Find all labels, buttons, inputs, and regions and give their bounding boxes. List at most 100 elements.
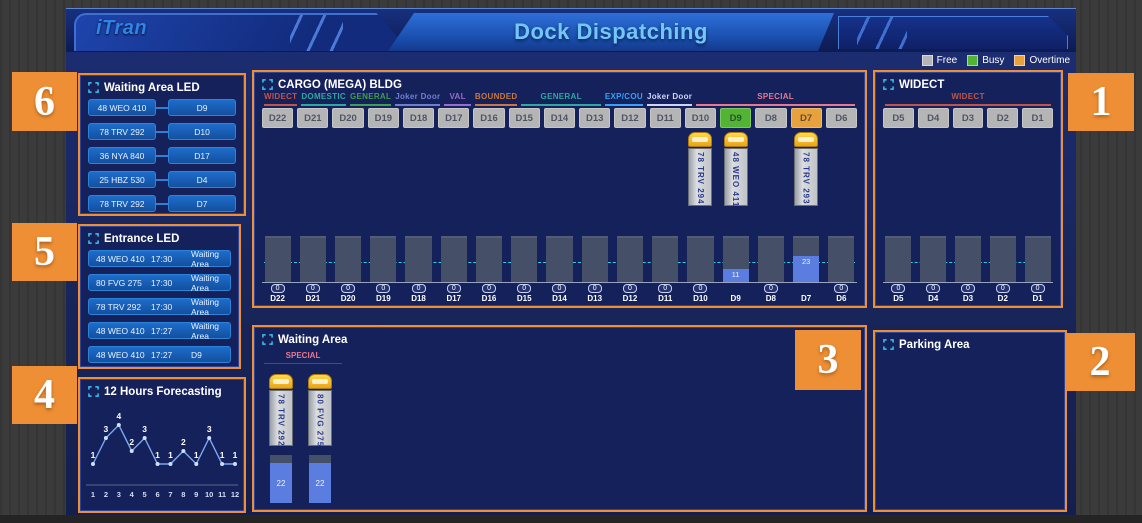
queue-count-badge: 0 (1030, 284, 1045, 293)
dock-id-label: D14 (552, 294, 567, 303)
queue-slot-d11 (650, 236, 681, 282)
dock-label-cell: 0 D13 (579, 284, 610, 303)
dock-button-d16[interactable]: D16 (473, 108, 505, 128)
dock-button-d13[interactable]: D13 (579, 108, 611, 128)
dock-label-cell: 0 D2 (987, 284, 1018, 303)
truck[interactable]: 48 WEO 411 (723, 132, 748, 207)
dock-id-label: D6 (836, 294, 847, 303)
queue-count-badge: 0 (517, 284, 532, 293)
truck-slot-d22 (262, 128, 293, 236)
dock-button-d9[interactable]: D9 (720, 108, 752, 128)
legend-label: Busy (982, 55, 1005, 66)
queue-count-badge: 0 (446, 284, 461, 293)
dock-button-d3[interactable]: D3 (952, 108, 984, 128)
queue-column (546, 236, 573, 282)
arrival-time: 17:27 (151, 325, 173, 336)
dock-category-joker-door: Joker Door (646, 92, 693, 106)
panel-title: Waiting Area LED (80, 75, 244, 95)
svg-text:1: 1 (194, 450, 199, 460)
panel-title-label: WIDECT (899, 78, 945, 91)
truck[interactable]: 80 FVG 275 (308, 374, 332, 448)
dock-label-cell: D9 (720, 284, 751, 303)
queue-column: 11 (722, 236, 749, 282)
dock-id-label: D4 (928, 294, 939, 303)
dock-button-d19[interactable]: D19 (367, 108, 399, 128)
entrance-led-row: 48 WEO 410 17:27 Waiting Area (88, 320, 231, 341)
truck-plate-led: 36 NYA 840 (88, 147, 156, 164)
dock-button-d12[interactable]: D12 (614, 108, 646, 128)
dock-button-d10[interactable]: D10 (684, 108, 717, 128)
dock-button-d11[interactable]: D11 (649, 108, 681, 128)
dock-button-d6[interactable]: D6 (825, 108, 857, 128)
queue-column (475, 236, 503, 282)
dock-button-d7[interactable]: D7 (790, 108, 822, 128)
svg-text:2: 2 (181, 437, 186, 447)
dock-button-d5[interactable]: D5 (883, 108, 914, 128)
waiting-led-row: 36 NYA 840 D17 (88, 147, 236, 164)
dock-button-d8[interactable]: D8 (755, 108, 787, 128)
dock-id-label: D16 (481, 294, 497, 303)
waiting-led-row: 25 HBZ 530 D4 (88, 171, 236, 188)
dock-button-d1[interactable]: D1 (1022, 108, 1053, 128)
entrance-led-rows: 48 WEO 410 17:30 Waiting Area 80 FVG 275 17:… (80, 249, 239, 363)
svg-text:1: 1 (168, 450, 173, 460)
dock-button-d21[interactable]: D21 (297, 108, 329, 128)
waiting-queue-value: 22 (276, 478, 286, 488)
queue-count-badge: 0 (587, 284, 602, 293)
panel-title-label: Waiting Area (278, 333, 348, 346)
queue-column (828, 236, 855, 282)
panel-title-label: 12 Hours Forecasting (104, 385, 222, 398)
svg-text:5: 5 (143, 490, 147, 499)
truck-plate: 78 TRV 292 (96, 301, 142, 312)
svg-text:3: 3 (207, 424, 212, 434)
svg-text:1: 1 (220, 450, 225, 460)
svg-text:1: 1 (155, 450, 160, 460)
dock-id-label: D1 (1032, 294, 1043, 303)
truck-plate-led: 48 WEO 410 (88, 99, 156, 116)
dock-button-d22[interactable]: D22 (262, 108, 294, 128)
dock-button-d2[interactable]: D2 (987, 108, 1019, 128)
svg-text:6: 6 (155, 490, 159, 499)
dock-button-d4[interactable]: D4 (917, 108, 949, 128)
dock-button-d17[interactable]: D17 (438, 108, 470, 128)
truck[interactable]: 78 TRV 293 (794, 132, 819, 206)
dock-category-domestic: DOMESTIC (301, 92, 346, 106)
corner-brackets-icon (88, 82, 99, 93)
dock-id-label: D12 (622, 294, 638, 303)
queue-column (511, 236, 538, 282)
queue-bar: 23 (793, 256, 820, 282)
truck-cab (269, 374, 293, 389)
truck-plate-label: 80 FVG 275 (315, 394, 325, 448)
dock-category-val: VAL (444, 92, 471, 106)
dock-button-d14[interactable]: D14 (543, 108, 576, 128)
queue-count-badge: 0 (891, 284, 906, 293)
cargo-docked-trucks: 78 TRV 294 48 WEO 411 78 TRV 293 (262, 128, 857, 236)
queue-count-badge: 0 (482, 284, 497, 293)
waiting-lane: 80 FVG 275 22 (307, 370, 333, 503)
truck[interactable]: 78 TRV 294 (688, 132, 713, 206)
dock-id-label: D13 (587, 294, 603, 303)
truck[interactable]: 78 TRV 292 (269, 374, 293, 447)
panel-title-label: CARGO (MEGA) BLDG (278, 78, 402, 91)
queue-column (616, 236, 644, 282)
svg-text:2: 2 (129, 437, 134, 447)
queue-slot-d1 (1022, 236, 1053, 282)
queue-column (652, 236, 679, 282)
arrival-time: 17:30 (151, 253, 173, 264)
entrance-led-row: 48 WEO 410 17:30 Waiting Area (88, 249, 231, 269)
dock-id-label: D8 (765, 294, 777, 303)
legend-label: Free (936, 55, 958, 66)
queue-count-badge: 0 (693, 284, 708, 293)
truck-slot-d21 (297, 128, 328, 236)
truck-slot-d20 (332, 128, 363, 236)
queue-column (581, 236, 608, 282)
dock-button-d20[interactable]: D20 (332, 108, 364, 128)
destination: Waiting Area (191, 320, 220, 341)
dock-button-d15[interactable]: D15 (508, 108, 540, 128)
dock-button-d18[interactable]: D18 (402, 108, 435, 128)
dock-id-label: D11 (658, 294, 673, 303)
truck-slot-d9: 48 WEO 411 (720, 128, 751, 236)
svg-text:7: 7 (168, 490, 172, 499)
forecast-line-chart: 1 1 3 2 4 3 2 4 3 5 1 6 1 7 2 8 1 9 3 10 1 11 1 12 (80, 399, 244, 510)
cargo-dock-labels: 0 D22 0 D21 0 D20 0 D19 0 D18 0 D17 0 D16 0 D15 0 D14 0 D13… (262, 284, 857, 303)
